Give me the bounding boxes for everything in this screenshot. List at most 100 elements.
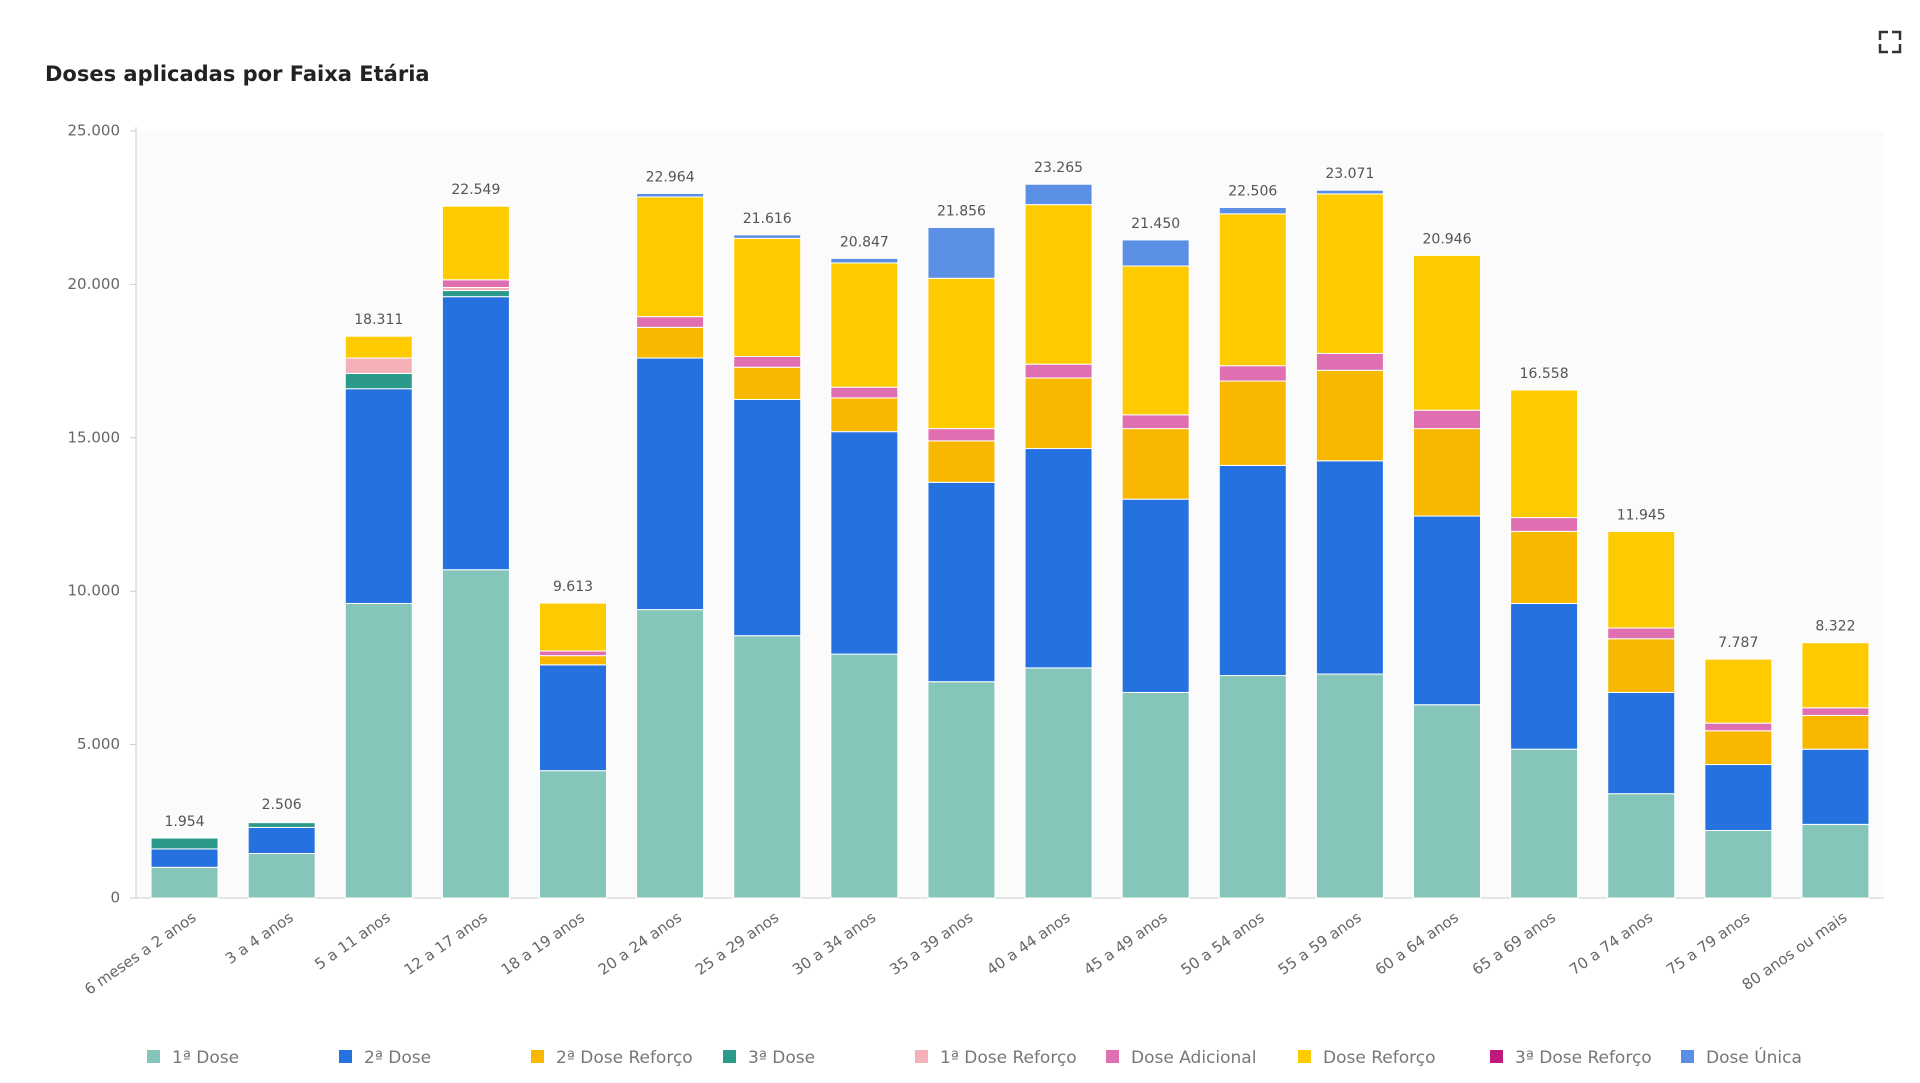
legend-swatch — [723, 1050, 736, 1063]
legend-label: 3ª Dose — [748, 1048, 815, 1068]
bar-segment — [1607, 691, 1676, 795]
bar-segment — [1218, 365, 1287, 382]
bar-segment — [1412, 409, 1482, 430]
legend-swatch — [1681, 1050, 1694, 1063]
bar-segment — [830, 431, 899, 655]
bar-segment — [636, 316, 705, 328]
bar-segment — [1315, 369, 1384, 462]
bar-segment — [538, 655, 608, 666]
bar-segment — [344, 335, 413, 359]
total-label: 2.506 — [262, 797, 302, 813]
bar-segment — [1510, 748, 1579, 899]
x-tick-label: 60 a 64 anos — [1372, 908, 1462, 979]
bar-segment — [247, 822, 316, 828]
legend-swatch — [915, 1050, 928, 1063]
bar-segment — [733, 635, 802, 899]
bar-segment — [733, 234, 802, 239]
legend-swatch — [147, 1050, 160, 1063]
total-label: 21.856 — [937, 203, 986, 219]
bar-segment — [1218, 464, 1287, 677]
x-tick-label: 18 a 19 anos — [498, 908, 588, 979]
y-tick-label: 15.000 — [68, 428, 121, 446]
total-label: 9.613 — [553, 579, 593, 595]
bar-segment — [441, 290, 510, 298]
fullscreen-icon[interactable] — [1878, 30, 1902, 54]
total-label: 20.847 — [840, 234, 889, 250]
x-tick-label: 55 a 59 anos — [1275, 908, 1365, 979]
bar-segment — [927, 226, 996, 279]
x-tick-label: 40 a 44 anos — [983, 908, 1073, 979]
legend-swatch — [1298, 1050, 1311, 1063]
bar-segment — [636, 609, 705, 899]
bar-segment — [1510, 389, 1579, 519]
bar-segment — [1704, 764, 1773, 832]
bar-segment — [1024, 204, 1093, 365]
total-label: 22.506 — [1228, 184, 1277, 200]
chart-title: Doses aplicadas por Faixa Etária — [45, 62, 430, 86]
bar-segment — [538, 602, 608, 652]
bar-segment — [1801, 823, 1870, 899]
legend-label: 2ª Dose Reforço — [556, 1048, 693, 1068]
bar-segment — [733, 355, 802, 368]
bar-segment — [927, 440, 996, 483]
total-label: 23.071 — [1325, 166, 1374, 182]
bar-segment — [1510, 530, 1579, 604]
bar-segment — [1412, 428, 1482, 517]
bar-segment — [538, 770, 608, 899]
bar-segment — [1704, 730, 1773, 766]
bar-segment — [1218, 207, 1287, 215]
bar-segment — [636, 357, 705, 611]
bar-segment — [927, 277, 996, 430]
bar-segment — [1412, 515, 1482, 706]
bar-segment — [1121, 428, 1190, 500]
bar-segment — [150, 848, 219, 868]
x-tick-label: 25 a 29 anos — [692, 908, 782, 979]
bar-segment — [1704, 722, 1773, 732]
total-label: 23.265 — [1034, 160, 1083, 176]
bar-segment — [1607, 638, 1676, 693]
x-tick-label: 3 a 4 anos — [222, 908, 297, 968]
x-tick-label: 65 a 69 anos — [1469, 908, 1559, 979]
bar-segment — [1121, 498, 1190, 693]
legend-label: Dose Reforço — [1323, 1048, 1435, 1068]
total-label: 22.964 — [646, 169, 695, 185]
total-label: 22.549 — [451, 182, 500, 198]
bar-segment — [538, 664, 608, 772]
y-tick-label: 5.000 — [77, 735, 120, 753]
bar-segment — [1121, 265, 1190, 416]
bar-segment — [1510, 517, 1579, 532]
bar-segment — [1704, 830, 1773, 899]
legend-swatch — [1490, 1050, 1503, 1063]
bar-segment — [1218, 380, 1287, 466]
bar-segment — [538, 650, 608, 657]
total-label: 21.450 — [1131, 216, 1180, 232]
y-tick-label: 10.000 — [68, 582, 121, 600]
bar-segment — [1412, 254, 1482, 411]
legend-swatch — [1106, 1050, 1119, 1063]
bar-segment — [927, 481, 996, 683]
legend-label: 3ª Dose Reforço — [1515, 1048, 1652, 1068]
total-label: 21.616 — [743, 211, 792, 227]
bar-segment — [1607, 627, 1676, 640]
bar-segment — [1412, 704, 1482, 899]
bar-segment — [733, 237, 802, 357]
bar-segment — [344, 388, 413, 604]
bar-segment — [830, 257, 899, 264]
bar-segment — [830, 653, 899, 899]
x-tick-label: 30 a 34 anos — [789, 908, 879, 979]
x-tick-label: 5 a 11 anos — [311, 908, 393, 973]
legend-swatch — [339, 1050, 352, 1063]
x-tick-label: 50 a 54 anos — [1178, 908, 1268, 979]
bar-segment — [1801, 707, 1870, 716]
bar-segment — [1315, 189, 1384, 195]
x-tick-label: 45 a 49 anos — [1080, 908, 1170, 979]
bar-segment — [927, 428, 996, 442]
legend-label: Dose Única — [1706, 1046, 1802, 1068]
bar-segment — [1121, 691, 1190, 899]
total-label: 18.311 — [354, 312, 403, 328]
plot-area — [136, 131, 1884, 898]
y-tick-label: 25.000 — [68, 122, 121, 140]
legend-label: 2ª Dose — [364, 1048, 431, 1068]
total-label: 8.322 — [1815, 619, 1855, 635]
bar-segment — [830, 397, 899, 433]
